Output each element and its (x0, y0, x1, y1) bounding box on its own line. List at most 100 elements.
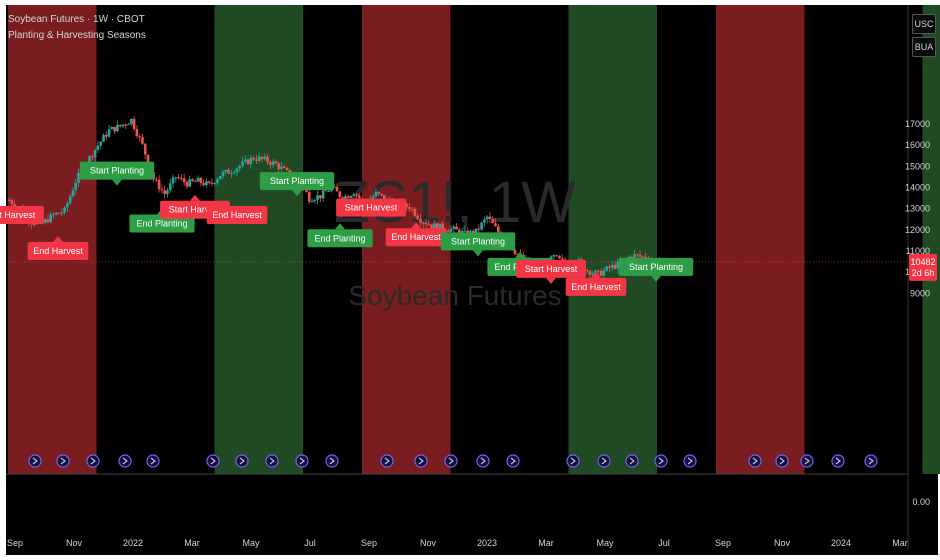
event-marker-icon[interactable] (206, 454, 220, 468)
candle-body (241, 161, 244, 166)
candle-body (255, 159, 258, 161)
event-marker-icon[interactable] (56, 454, 70, 468)
harvest-annotation-box (27, 241, 89, 260)
annotation-pointer (53, 235, 63, 242)
price-badge-value: 10482 (910, 257, 935, 267)
harvest-annotation-box (565, 277, 627, 296)
event-marker-icon[interactable] (683, 454, 697, 468)
candle-body (96, 145, 100, 150)
planting-annotation-box (307, 229, 373, 248)
event-marker-arrow-icon (480, 457, 486, 465)
annotation-label: Start Harvest (345, 203, 398, 213)
candle-body (452, 226, 456, 229)
candle-body (202, 183, 205, 186)
candle-body (269, 162, 272, 165)
annotation-pointer (473, 250, 483, 257)
planting-season-band (568, 5, 657, 474)
y-tick-label: 16000 (905, 140, 930, 150)
event-marker-icon[interactable] (86, 454, 100, 468)
candle-body (405, 203, 408, 208)
event-marker-icon[interactable] (414, 454, 428, 468)
event-marker-icon[interactable] (566, 454, 580, 468)
candle-body (324, 190, 328, 192)
planting-annotation-box (618, 257, 694, 276)
event-marker-icon[interactable] (325, 454, 339, 468)
planting-annotation-box (129, 214, 195, 233)
event-marker-icon[interactable] (476, 454, 490, 468)
y-tick-label: 14000 (905, 183, 930, 193)
event-marker-icon[interactable] (295, 454, 309, 468)
x-tick-label: Nov (774, 538, 791, 548)
currency-button[interactable]: USC (912, 14, 936, 34)
candle-body (230, 173, 233, 175)
candle-body (271, 161, 275, 165)
event-marker-icon[interactable] (775, 454, 789, 468)
event-marker-icon[interactable] (864, 454, 878, 468)
candle-body (118, 124, 122, 127)
candle-body (146, 154, 150, 166)
candle-body (68, 196, 72, 204)
candle-body (488, 216, 492, 220)
candle-body (419, 218, 422, 223)
event-marker-icon[interactable] (800, 454, 814, 468)
candle-body (277, 163, 280, 169)
event-marker-icon[interactable] (654, 454, 668, 468)
candle-body (455, 226, 458, 230)
event-marker-icon[interactable] (831, 454, 845, 468)
candle-body (307, 192, 311, 202)
event-marker-icon[interactable] (146, 454, 160, 468)
candle-body (633, 254, 636, 258)
candle-body (588, 270, 592, 275)
candle-body (52, 214, 55, 216)
candle-body (10, 200, 14, 205)
candle-body (232, 172, 236, 174)
event-marker-arrow-icon (835, 457, 841, 465)
event-marker-icon[interactable] (28, 454, 42, 468)
event-marker-icon[interactable] (235, 454, 249, 468)
event-marker-icon[interactable] (506, 454, 520, 468)
candle-body (130, 118, 133, 125)
event-marker-icon[interactable] (597, 454, 611, 468)
event-marker-icon[interactable] (625, 454, 639, 468)
y-tick-label: 15000 (905, 161, 930, 171)
unit-button[interactable]: BUA (912, 37, 936, 57)
candle-body (135, 128, 139, 137)
candle-body (88, 156, 91, 165)
candle-body (438, 223, 442, 231)
event-marker-icon[interactable] (265, 454, 279, 468)
candle-body (599, 270, 603, 276)
chart-subtitle: Planting & Harvesting Seasons (8, 30, 146, 41)
candle-body (558, 255, 561, 259)
candle-body (349, 195, 353, 198)
harvest-annotation-box (336, 198, 406, 217)
candle-body (221, 172, 225, 177)
event-marker-icon[interactable] (444, 454, 458, 468)
event-marker-icon[interactable] (748, 454, 762, 468)
harvest-season-band (8, 5, 97, 474)
candle-body (54, 212, 58, 215)
y-tick-label: 17000 (905, 119, 930, 129)
candle-body (218, 176, 222, 180)
candle-body (110, 126, 114, 130)
annotation-label: Start Planting (270, 176, 324, 186)
event-marker-icon[interactable] (380, 454, 394, 468)
candle-body (160, 189, 164, 191)
candle-body (46, 219, 50, 223)
annotation-pointer (411, 222, 421, 229)
annotation-label: Start Planting (451, 236, 505, 246)
y-tick-label: 13000 (905, 204, 930, 214)
harvest-annotation-box (206, 205, 268, 224)
candle-body (102, 134, 105, 142)
event-marker-icon[interactable] (118, 454, 132, 468)
candle-body (338, 191, 342, 198)
candle-body (427, 224, 431, 226)
candle-body (141, 137, 144, 144)
lower-pane-tick-label: 0.00 (912, 497, 930, 507)
candle-body (463, 230, 467, 232)
planting-season-band (922, 5, 940, 474)
event-marker-arrow-icon (779, 457, 785, 465)
candle-body (616, 261, 620, 269)
candle-body (410, 208, 414, 210)
candle-body (352, 194, 356, 196)
